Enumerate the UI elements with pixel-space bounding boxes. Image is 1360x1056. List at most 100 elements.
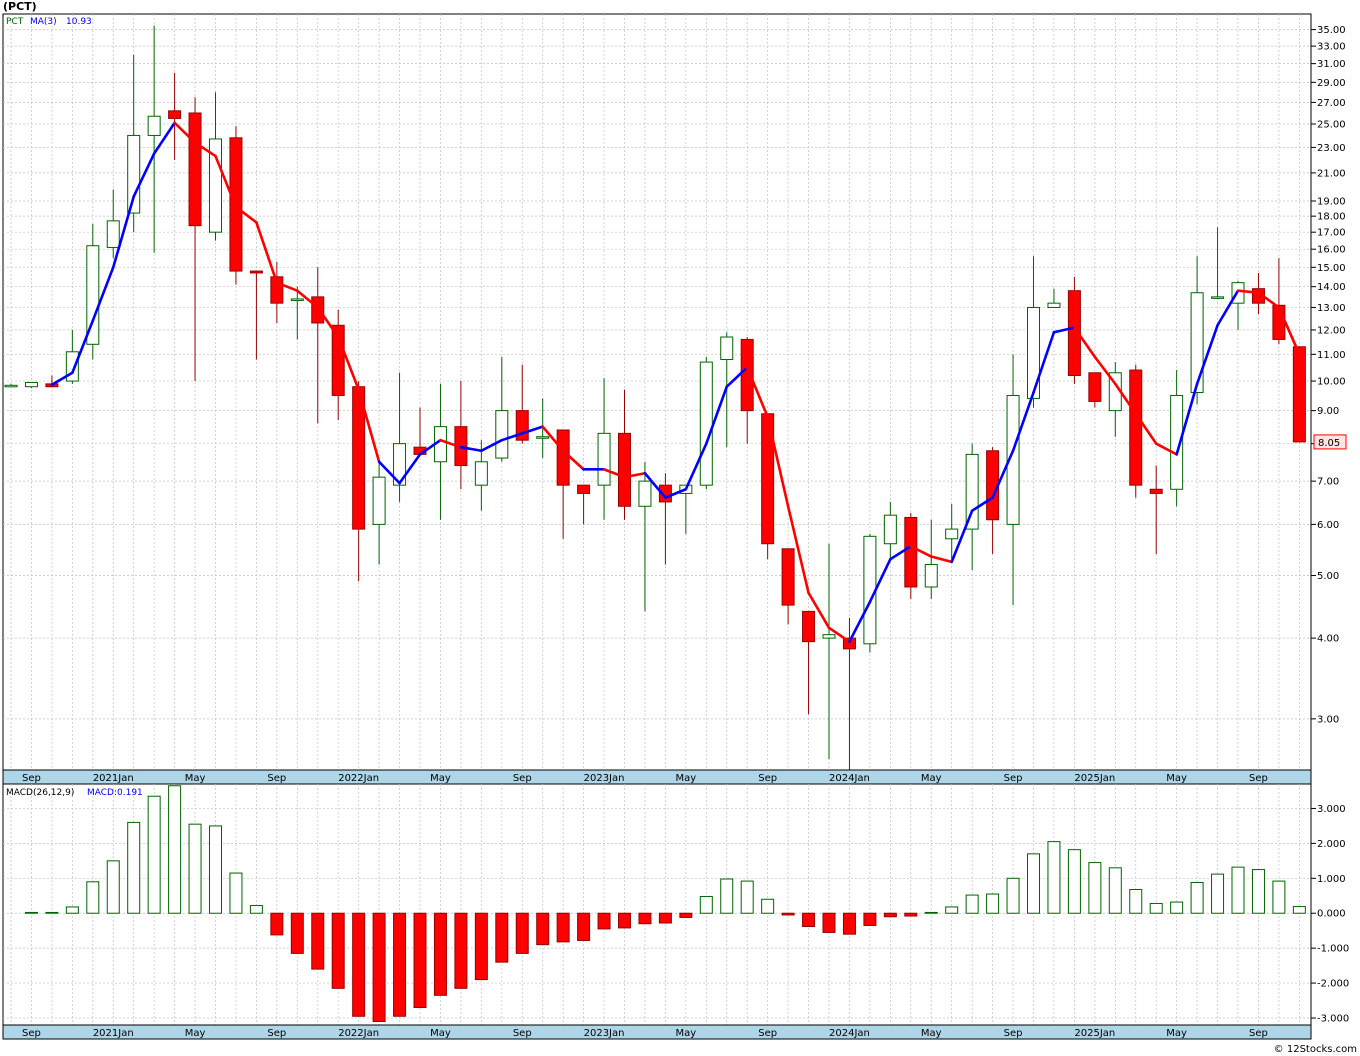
macd-bar bbox=[1129, 888, 1143, 914]
price-tick-label: 23.00 bbox=[1317, 143, 1346, 154]
candle bbox=[4, 383, 18, 388]
ma-segment bbox=[889, 544, 913, 561]
ma-segment bbox=[1216, 289, 1240, 327]
macd-bar bbox=[372, 912, 386, 1023]
macd-tick-label: 2.000 bbox=[1317, 839, 1346, 850]
ma-segment bbox=[807, 591, 831, 630]
x-tick-label: May bbox=[430, 1028, 451, 1039]
ma-segment bbox=[193, 141, 217, 158]
candle bbox=[1292, 346, 1306, 443]
ma-segment bbox=[1134, 412, 1158, 445]
price-tick-label: 5.00 bbox=[1317, 571, 1339, 582]
legend-ma-value: 10.93 bbox=[66, 17, 92, 27]
ma-segment bbox=[1154, 442, 1178, 456]
footer-credit: © 12Stocks.com bbox=[1274, 1044, 1357, 1055]
candle bbox=[577, 484, 591, 525]
macd-bar bbox=[740, 880, 754, 914]
ma-segment bbox=[848, 600, 872, 643]
candle-body bbox=[1027, 306, 1040, 399]
ma-segment bbox=[275, 281, 299, 293]
ma-segment bbox=[1236, 289, 1260, 295]
macd-bar bbox=[1231, 866, 1245, 914]
x-tick-label: May bbox=[676, 1028, 697, 1039]
candle-body bbox=[577, 484, 591, 494]
candle bbox=[495, 356, 509, 462]
candle bbox=[249, 270, 263, 360]
price-tick-label: 14.00 bbox=[1317, 282, 1346, 293]
ma-segment bbox=[398, 453, 422, 485]
x-tick-label: Sep bbox=[513, 773, 532, 784]
ma-segment bbox=[1073, 326, 1097, 359]
macd-bar bbox=[86, 881, 100, 914]
macd-bar bbox=[842, 912, 856, 935]
macd-bar bbox=[761, 898, 775, 914]
macd-bar bbox=[1047, 841, 1061, 914]
macd-bar bbox=[229, 872, 243, 914]
candle bbox=[1190, 256, 1204, 405]
candle-body bbox=[106, 220, 120, 248]
ma-segment bbox=[439, 438, 463, 449]
macd-bar bbox=[495, 912, 509, 963]
candle bbox=[433, 383, 447, 520]
candle bbox=[945, 504, 959, 560]
candle bbox=[1047, 288, 1061, 308]
macd-bar bbox=[720, 878, 734, 914]
ma-segment bbox=[643, 471, 667, 499]
x-tick-label: 2025Jan bbox=[1074, 1028, 1115, 1039]
ma-segment bbox=[602, 468, 626, 479]
candle-body bbox=[822, 634, 836, 639]
x-tick-label: Sep bbox=[513, 1028, 532, 1039]
candle-body bbox=[311, 296, 325, 324]
price-tick-label: 21.00 bbox=[1317, 168, 1346, 179]
macd-bar bbox=[679, 912, 693, 918]
candle-body bbox=[924, 564, 938, 588]
x-tick-label: 2021Jan bbox=[93, 773, 134, 784]
macd-bar bbox=[433, 912, 447, 996]
macd-tick-label: 0.000 bbox=[1317, 909, 1346, 920]
ma-segment bbox=[255, 221, 279, 284]
macd-bar bbox=[1088, 862, 1102, 914]
x-tick-label: Sep bbox=[22, 1028, 41, 1039]
ma-segment bbox=[868, 557, 892, 604]
macd-bar bbox=[1006, 877, 1020, 914]
macd-bar bbox=[658, 912, 672, 924]
macd-bar bbox=[1211, 873, 1225, 914]
candle-body bbox=[720, 336, 734, 360]
x-tick-label: Sep bbox=[758, 1028, 777, 1039]
ma-segment bbox=[561, 449, 585, 471]
candle bbox=[904, 512, 918, 599]
macd-bar bbox=[24, 911, 38, 914]
candle-body bbox=[1088, 372, 1102, 402]
macd-tick-label: -1.000 bbox=[1317, 944, 1349, 955]
macd-bar bbox=[413, 912, 427, 1009]
ma-segment bbox=[1257, 291, 1281, 309]
macd-bar bbox=[127, 821, 141, 914]
macd-label: MACD(26,12,9) bbox=[6, 788, 74, 798]
x-tick-label: May bbox=[921, 773, 942, 784]
candle bbox=[638, 461, 652, 612]
macd-bar bbox=[1027, 853, 1040, 914]
price-tick-label: 12.00 bbox=[1317, 325, 1346, 336]
x-tick-label: May bbox=[430, 773, 451, 784]
candle-body bbox=[1190, 292, 1204, 394]
ma-segment bbox=[357, 388, 381, 464]
macd-tick-label: 1.000 bbox=[1317, 874, 1346, 885]
candle-body bbox=[188, 112, 202, 227]
x-axis-bottom: Sep 2021Jan May Sep 2022Jan May Sep 2023Jan May S… bbox=[22, 1028, 1268, 1039]
ma-segment bbox=[909, 544, 933, 558]
candle-body bbox=[1211, 296, 1225, 299]
ma-line bbox=[50, 121, 1301, 643]
price-tick-label: 29.00 bbox=[1317, 78, 1346, 89]
price-tick-label: 10.00 bbox=[1317, 377, 1346, 388]
price-tick-label: 27.00 bbox=[1317, 98, 1346, 109]
ma-segment bbox=[173, 121, 197, 144]
candle-body bbox=[24, 381, 38, 388]
macd-bar bbox=[515, 912, 529, 954]
price-tick-label: 6.00 bbox=[1317, 520, 1339, 531]
macd-bar bbox=[188, 823, 202, 914]
x-axis-top: Sep 2021Jan May Sep 2022Jan May Sep 2023Jan May S… bbox=[22, 773, 1268, 784]
x-tick-label: Sep bbox=[1249, 1028, 1268, 1039]
ma-segment bbox=[950, 509, 974, 564]
candle bbox=[965, 443, 979, 570]
candle bbox=[740, 337, 754, 444]
